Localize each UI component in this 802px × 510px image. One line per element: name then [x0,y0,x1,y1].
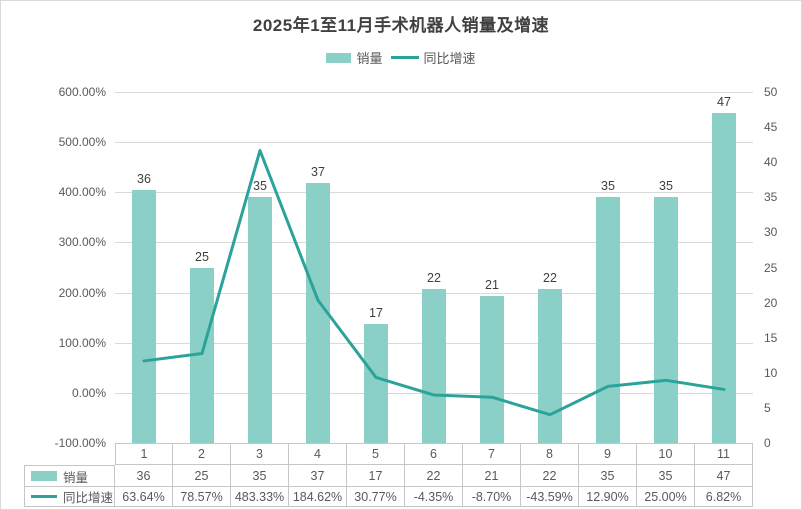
left-axis-tick-label: 100.00% [58,335,106,350]
gridline [115,92,753,93]
sales-bar-swatch-icon [326,52,352,63]
bar-value-label: 35 [253,179,267,194]
legend-growth-label: 同比增速 [423,51,476,66]
bar [132,190,156,443]
table-sales-cell: 35 [231,465,289,487]
table-category-header-cell: 5 [347,443,405,465]
legend-sales-label: 销量 [356,51,383,66]
right-axis-tick-label: 20 [764,295,778,310]
table-growth-cell: 63.64% [115,487,173,507]
table-sales-cell: 21 [463,465,521,487]
right-axis-tick-label: 40 [764,155,778,170]
chart-title: 2025年1至11月手术机器人销量及增速 [252,16,550,35]
bar-value-label: 17 [369,305,383,320]
left-axis-tick-label: 600.00% [58,85,106,99]
table-category-header-cell: 7 [463,443,521,465]
right-axis-tick-label: 5 [764,400,771,415]
left-axis-tick-label: -100.00% [54,436,106,450]
bar-value-label: 37 [311,165,325,180]
bar-value-label: 35 [601,179,615,194]
table-growth-cell: -43.59% [521,487,579,507]
table-sales-cell: 22 [405,465,463,487]
bar-value-label: 47 [717,95,731,110]
left-axis-tick-label: 0.00% [71,385,106,400]
table-sales-cell: 47 [695,465,753,487]
table-category-header-cell: 11 [695,443,753,465]
bar-value-label: 36 [137,172,151,187]
bar-value-label: 25 [195,249,209,264]
bar [538,288,562,443]
table-category-header-cell: 1 [115,443,173,465]
table-row-label-sales: 销量 [24,465,115,487]
table-category-header-cell: 6 [405,443,463,465]
table-row-label-growth: 同比增速 [24,487,115,507]
bar-value-label: 35 [659,179,673,194]
table-growth-cell: 30.77% [347,487,405,507]
table-corner-cell [24,443,115,465]
gridline [115,142,753,144]
table-category-header-cell: 3 [231,443,289,465]
right-axis-tick-label: 30 [764,225,778,240]
table-sales-cell: 35 [579,465,637,487]
bar-value-label: 21 [485,277,499,292]
table-growth-cell: -4.35% [405,487,463,507]
growth-line-swatch-icon [31,495,57,498]
table-category-header-cell: 4 [289,443,347,465]
bar-value-label: 22 [427,270,441,285]
growth-line-swatch-icon [390,56,419,59]
table-category-header-cell: 10 [637,443,695,465]
sales-bar-swatch-icon [31,471,57,481]
left-axis-tick-label: 300.00% [58,235,106,250]
table-growth-cell: 78.57% [173,487,231,507]
right-axis-tick-label: 50 [764,85,778,99]
table-sales-cell: 22 [521,465,579,487]
legend-item-sales: 销量 [326,48,383,67]
right-axis-tick-label: 25 [764,260,778,275]
bar [654,197,678,443]
table-category-header-cell: 8 [521,443,579,465]
bar [480,295,504,443]
right-axis-tick-label: 0 [764,436,771,450]
right-axis-tick-label: 10 [764,365,778,380]
table-growth-cell: 12.90% [579,487,637,507]
legend-item-growth: 同比增速 [390,48,476,67]
table-category-header-cell: 2 [173,443,231,465]
bar-value-label: 22 [543,270,557,285]
table-sales-cell: 37 [289,465,347,487]
table-category-header-cell: 9 [579,443,637,465]
right-axis-tick-label: 45 [764,120,778,135]
bar [364,323,388,443]
right-axis-tick-label: 15 [764,330,778,345]
left-axis-tick-label: 200.00% [58,285,106,300]
gridline [115,242,753,244]
table-growth-cell: -8.70% [463,487,521,507]
data-table: 1 2 3 4 5 6 7 8 9 10 11 销量 36 25 35 37 17 22 21 22 35 35 47 同比增… [24,443,753,507]
table-sales-cell: 25 [173,465,231,487]
left-axis-tick-label: 400.00% [58,185,106,200]
bar [422,288,446,443]
right-axis-tick-label: 35 [764,190,778,205]
table-growth-cell: 25.00% [637,487,695,507]
table-sales-cell: 35 [637,465,695,487]
left-axis-tick-label: 500.00% [58,135,106,150]
table-sales-cell: 36 [115,465,173,487]
growth-line [142,149,726,417]
gridline [115,192,753,194]
bar [248,197,272,443]
table-growth-cell: 483.33% [231,487,289,507]
table-sales-cell: 17 [347,465,405,487]
table-growth-cell: 184.62% [289,487,347,507]
chart-legend: 销量 同比增速 [1,48,801,67]
bar [596,197,620,443]
table-growth-cell: 6.82% [695,487,753,507]
